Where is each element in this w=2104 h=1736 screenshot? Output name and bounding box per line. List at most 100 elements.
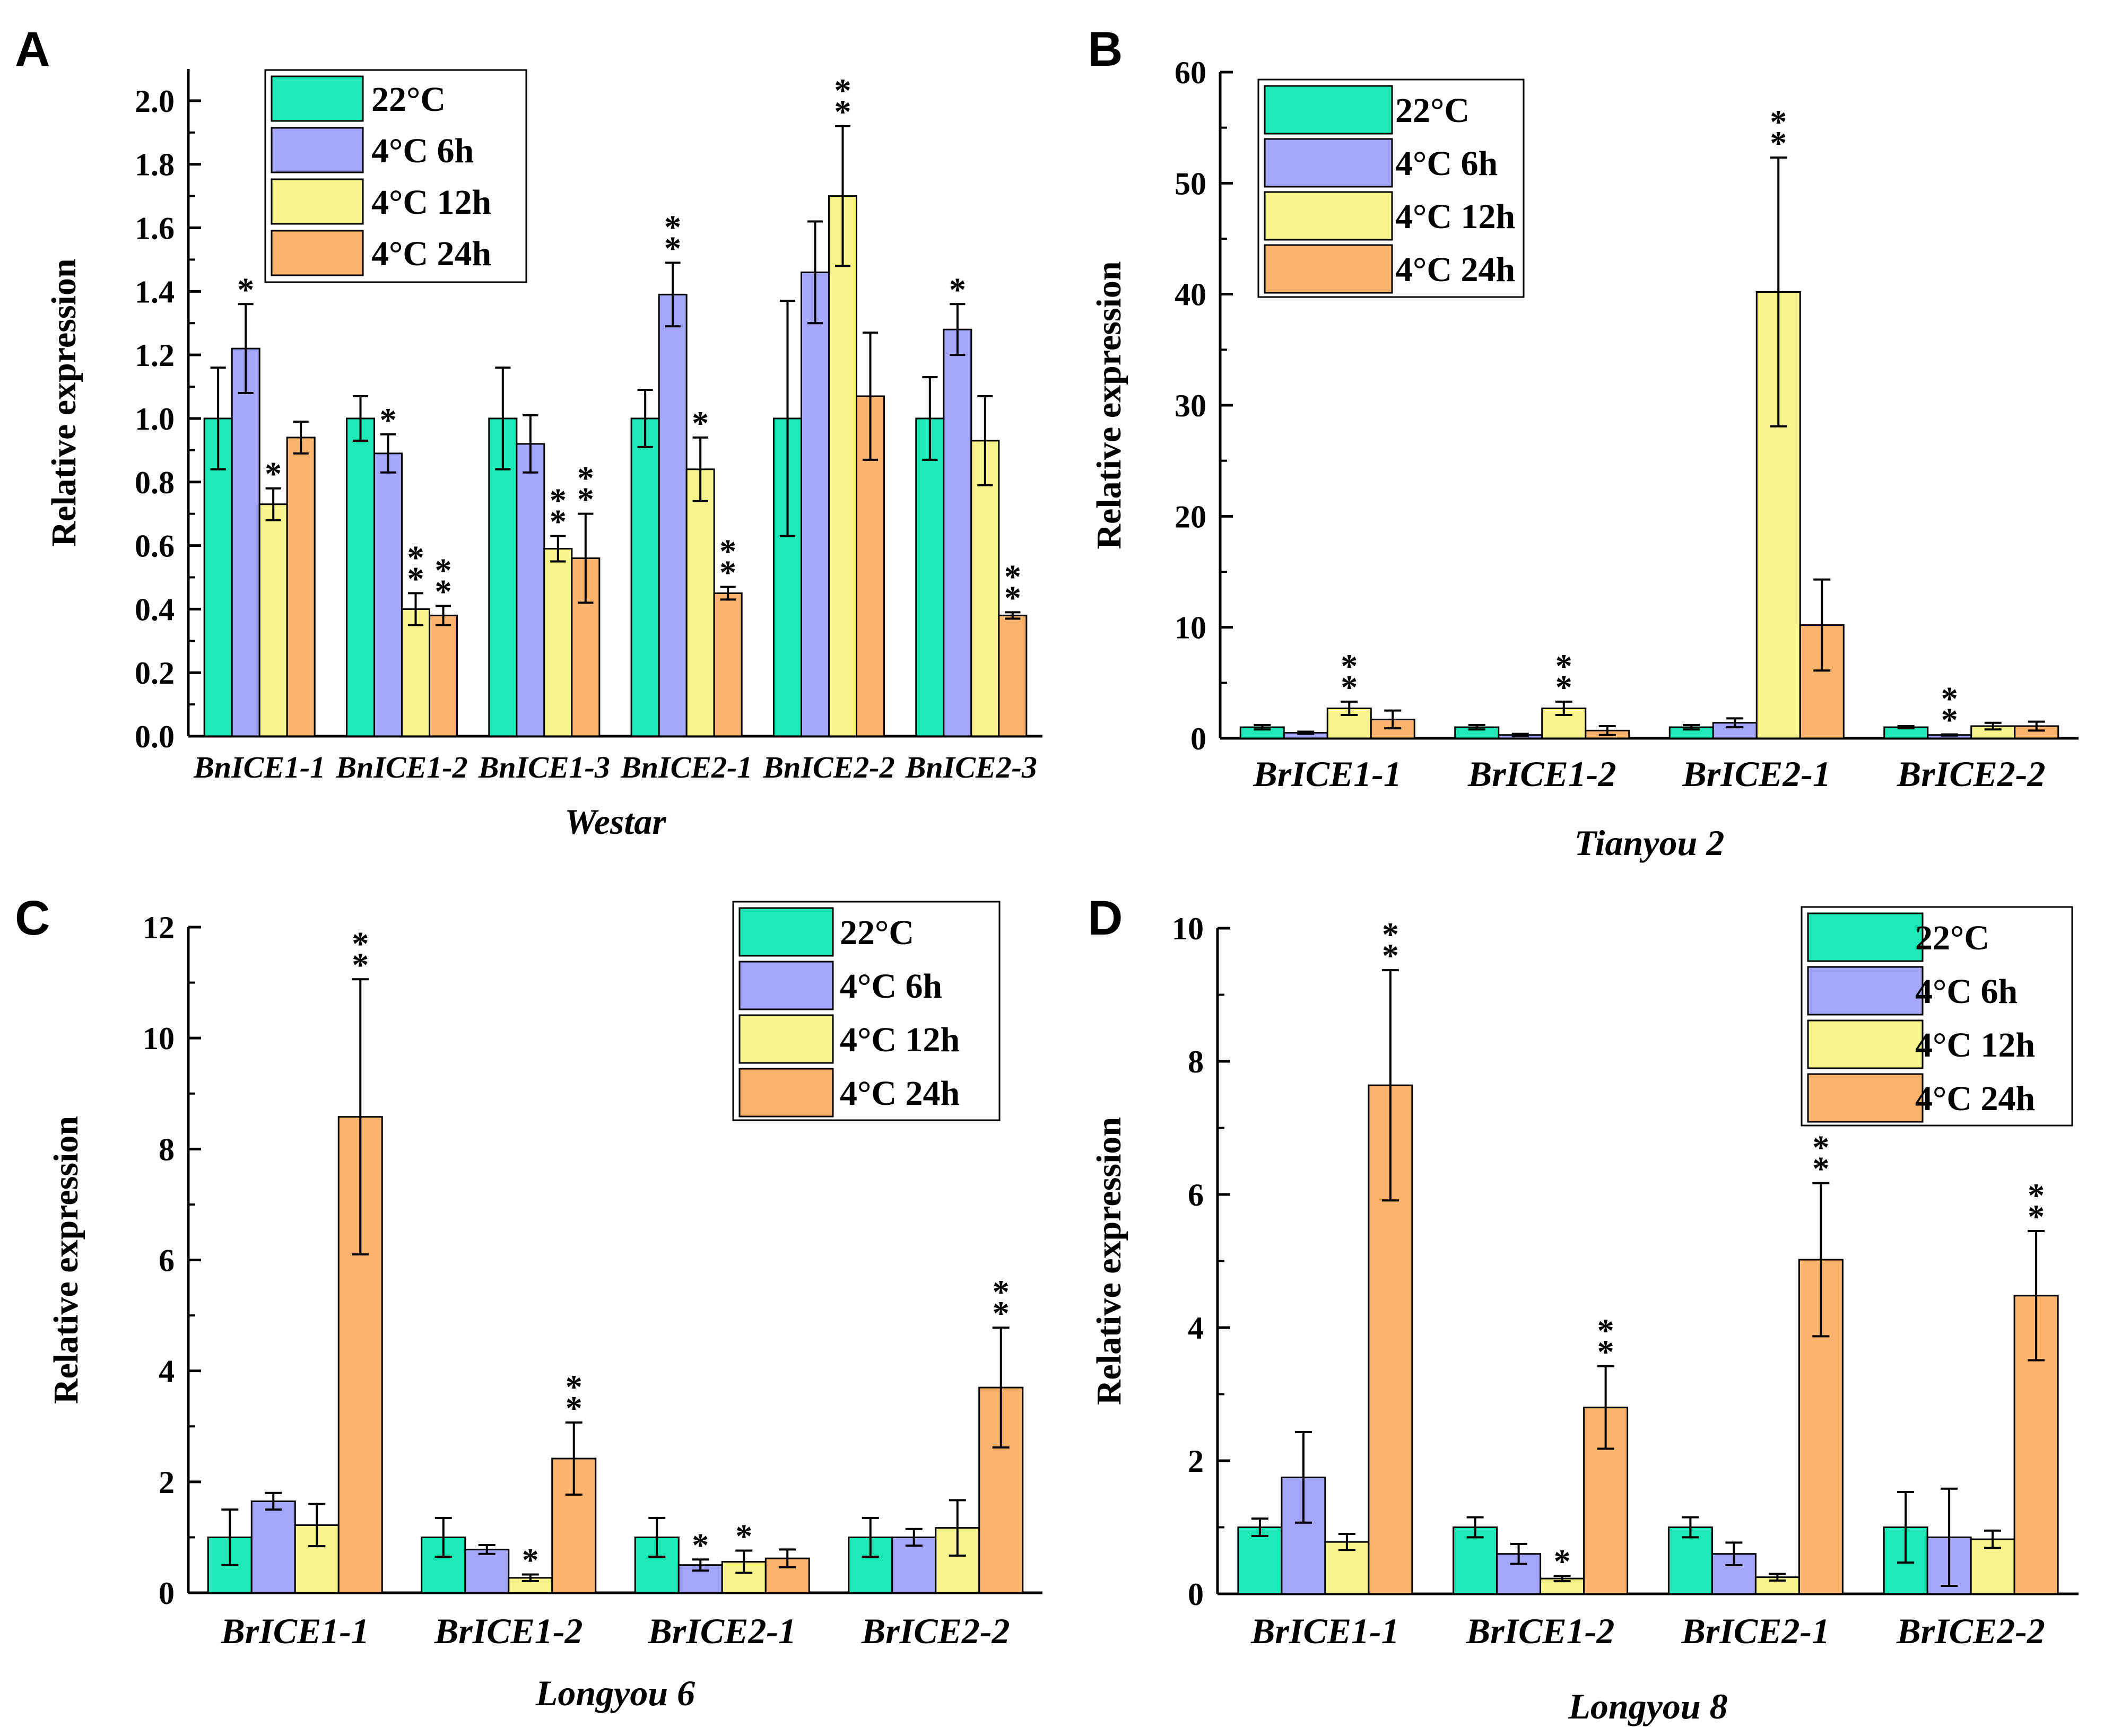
y-tick-label: 4 xyxy=(1188,1311,1204,1346)
category-label: BrICE2-1 xyxy=(1682,754,1831,794)
significance-star: * xyxy=(237,271,254,308)
significance-star: * xyxy=(550,503,567,540)
legend-swatch xyxy=(1807,966,1924,1016)
significance-star: * xyxy=(2028,1198,2045,1235)
category-label: BrICE2-1 xyxy=(647,1611,796,1651)
category-label: BrICE2-2 xyxy=(1896,1611,2045,1651)
y-tick-label: 1.0 xyxy=(135,402,175,437)
panel-letter: C xyxy=(15,891,50,945)
significance-star: * xyxy=(719,532,736,570)
significance-star: * xyxy=(1382,937,1399,974)
significance-star: * xyxy=(1555,668,1572,706)
legend-swatch xyxy=(271,178,364,225)
bar xyxy=(203,417,233,737)
bar xyxy=(1281,1476,1326,1595)
y-tick-label: 8 xyxy=(1188,1044,1204,1079)
significance-star: * xyxy=(1770,103,1787,141)
panel-letter: B xyxy=(1088,22,1123,76)
legend-swatch xyxy=(1264,244,1393,294)
bar xyxy=(1237,1526,1283,1595)
y-axis-label: Relative expression xyxy=(1090,261,1128,549)
significance-star: * xyxy=(1812,1150,1829,1188)
significance-star: * xyxy=(1941,680,1958,718)
significance-star: * xyxy=(664,229,681,267)
bar xyxy=(373,452,403,737)
bar xyxy=(998,614,1028,737)
panel-letter: D xyxy=(1088,891,1123,945)
y-tick-label: 0 xyxy=(159,1576,175,1611)
significance-star: * xyxy=(1812,1129,1829,1166)
y-tick-label: 0.6 xyxy=(135,529,175,564)
bar xyxy=(401,608,430,737)
legend-label: 4°C 24h xyxy=(1395,250,1515,289)
y-tick-label: 50 xyxy=(1175,166,1206,201)
legend-swatch xyxy=(271,75,364,122)
legend-swatch xyxy=(1264,191,1393,241)
legend-swatch xyxy=(738,907,834,957)
y-tick-label: 0.0 xyxy=(135,719,175,754)
legend-label: 4°C 12h xyxy=(1915,1026,2035,1065)
significance-star: * xyxy=(735,1517,752,1555)
y-tick-label: 30 xyxy=(1175,388,1206,423)
bar xyxy=(250,1500,296,1594)
y-tick-label: 6 xyxy=(1188,1177,1204,1212)
y-tick-label: 1.2 xyxy=(135,338,175,373)
y-tick-label: 8 xyxy=(159,1132,175,1167)
legend-label: 4°C 6h xyxy=(840,967,942,1006)
y-axis-label: Relative expression xyxy=(47,1116,85,1404)
category-label: BrICE2-2 xyxy=(861,1611,1010,1651)
legend-label: 4°C 24h xyxy=(1915,1079,2035,1118)
y-tick-label: 0.2 xyxy=(135,656,175,691)
bar xyxy=(429,614,458,737)
legend-swatch xyxy=(271,230,364,276)
bar xyxy=(713,592,743,737)
significance-star: * xyxy=(522,1541,539,1578)
category-label: BrICE1-1 xyxy=(1253,754,1402,794)
legend-swatch xyxy=(1807,1019,1924,1069)
significance-star: * xyxy=(1555,647,1572,685)
legend-label: 4°C 12h xyxy=(840,1020,960,1059)
y-tick-label: 10 xyxy=(1172,911,1204,946)
legend-label: 4°C 24h xyxy=(371,234,491,273)
y-tick-label: 1.6 xyxy=(135,211,175,246)
y-tick-label: 10 xyxy=(143,1021,175,1056)
category-label: BnICE2-2 xyxy=(762,750,894,784)
category-label: BrICE1-2 xyxy=(1467,754,1616,794)
category-label: BnICE1-2 xyxy=(335,750,467,784)
significance-star: * xyxy=(352,924,369,962)
y-tick-label: 1.8 xyxy=(135,147,175,182)
significance-star: * xyxy=(1941,701,1958,739)
category-label: BrICE2-1 xyxy=(1681,1611,1830,1651)
y-tick-label: 4 xyxy=(159,1354,175,1389)
category-label: BrICE1-1 xyxy=(1250,1611,1399,1651)
bar xyxy=(677,1564,723,1594)
x-axis-title: Longyou 8 xyxy=(1568,1686,1727,1726)
category-label: BnICE2-3 xyxy=(905,750,1037,784)
bar xyxy=(915,417,945,737)
legend-swatch xyxy=(738,1068,834,1118)
significance-star: * xyxy=(566,1389,582,1427)
significance-star: * xyxy=(352,946,369,983)
bar xyxy=(828,195,857,737)
y-tick-label: 40 xyxy=(1175,277,1206,312)
significance-star: * xyxy=(1341,668,1358,706)
y-tick-label: 60 xyxy=(1175,55,1206,90)
significance-star: * xyxy=(692,404,709,442)
y-tick-label: 6 xyxy=(159,1243,175,1278)
legend-label: 4°C 24h xyxy=(840,1074,960,1113)
significance-star: * xyxy=(407,538,424,576)
bar xyxy=(231,347,260,737)
legend-label: 22°C xyxy=(1915,919,1989,957)
significance-star: * xyxy=(566,1368,582,1406)
y-tick-label: 0 xyxy=(1190,721,1206,756)
legend-label: 22°C xyxy=(371,80,446,119)
y-tick-label: 2 xyxy=(159,1465,175,1500)
legend-label: 22°C xyxy=(1395,91,1470,130)
category-label: BnICE2-1 xyxy=(620,750,752,784)
y-tick-label: 2 xyxy=(1188,1444,1204,1479)
bar xyxy=(630,417,660,737)
